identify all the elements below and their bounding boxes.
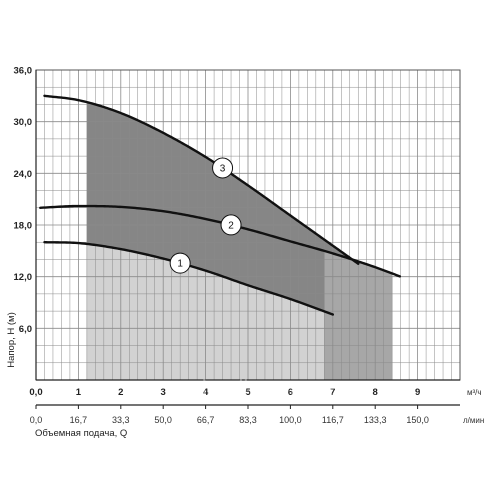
x2-axis-unit: л/мин: [463, 416, 484, 425]
x-tick-label: 1: [76, 387, 82, 398]
x-tick-label: 3: [161, 387, 166, 398]
x2-tick-label: 66,7: [197, 415, 215, 425]
x2-tick-label: 50,0: [154, 415, 172, 425]
x-axis-unit: м³/ч: [467, 388, 482, 397]
x2-tick-label: 0,0: [30, 415, 43, 425]
curve-label-3: 3: [220, 163, 226, 174]
curves: 1 2 3: [39, 94, 401, 316]
x2-tick-label: 150,0: [406, 415, 429, 425]
x-tick-label: 4: [203, 387, 209, 398]
axes: 0,0 1 2 3 4 5 6 7 8 9 0,0 16,7 33,3 50,0 66,7 83,3 100,0…: [14, 66, 460, 425]
x-tick-label: 0,0: [29, 387, 42, 398]
curve-2: [39, 204, 401, 278]
watermark: vodnadip.com.ua: [171, 375, 339, 400]
curve-label-circle-1: [169, 252, 191, 274]
x2-tick-label: 16,7: [70, 415, 88, 425]
x-tick-label: 6: [288, 387, 293, 398]
y-axis-title: Напор, H (м): [6, 312, 17, 368]
curve-label-1: 1: [177, 259, 183, 270]
x-tick-label: 5: [245, 387, 251, 398]
x2-tick-label: 133,3: [364, 415, 387, 425]
x-tick-label: 9: [415, 387, 420, 398]
x2-tick-label: 100,0: [279, 415, 302, 425]
x-tick-label: 7: [330, 387, 335, 398]
y-tick-label: 18,0: [14, 221, 33, 232]
curve-3: [43, 94, 360, 265]
x2-tick-label: 83,3: [239, 415, 257, 425]
curve-label-2: 2: [228, 220, 234, 231]
x-tick-label: 8: [373, 387, 378, 398]
curve-label-circle-3: [212, 157, 234, 179]
x-axis-title: Объемная подача, Q: [35, 428, 127, 439]
curve-label-circle-2: [220, 214, 242, 236]
x-tick-label: 2: [118, 387, 123, 398]
y-tick-label: 12,0: [14, 272, 33, 283]
y-tick-label: 36,0: [14, 66, 33, 77]
y-tick-label: 24,0: [14, 169, 33, 180]
x2-tick-label: 116,7: [322, 415, 344, 425]
y-tick-label: 6,0: [19, 324, 32, 335]
x2-tick-label: 33,3: [112, 415, 130, 425]
y-tick-label: 30,0: [14, 117, 33, 128]
